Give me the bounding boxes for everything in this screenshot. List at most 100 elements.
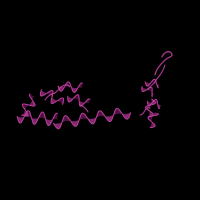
Polygon shape [54, 100, 56, 103]
Polygon shape [49, 91, 51, 94]
Polygon shape [23, 114, 27, 116]
Polygon shape [152, 93, 153, 95]
Polygon shape [85, 115, 86, 118]
Polygon shape [68, 82, 69, 86]
Polygon shape [74, 97, 75, 98]
Polygon shape [62, 102, 63, 104]
Polygon shape [150, 114, 153, 115]
Polygon shape [43, 93, 45, 95]
Polygon shape [149, 88, 150, 90]
Polygon shape [152, 100, 154, 101]
Polygon shape [69, 98, 70, 102]
Polygon shape [48, 91, 50, 94]
Polygon shape [74, 88, 75, 92]
Polygon shape [81, 114, 82, 119]
Polygon shape [23, 114, 27, 116]
Polygon shape [41, 90, 42, 92]
Polygon shape [148, 102, 149, 105]
Polygon shape [146, 107, 149, 108]
Polygon shape [116, 109, 117, 114]
Polygon shape [25, 112, 28, 114]
Polygon shape [79, 101, 80, 102]
Polygon shape [60, 98, 63, 102]
Polygon shape [24, 108, 25, 109]
Polygon shape [148, 83, 149, 86]
Polygon shape [30, 104, 32, 106]
Polygon shape [146, 106, 150, 107]
Polygon shape [52, 100, 55, 104]
Polygon shape [56, 124, 57, 128]
Polygon shape [69, 98, 70, 102]
Polygon shape [151, 125, 155, 126]
Polygon shape [110, 116, 111, 121]
Polygon shape [150, 88, 152, 91]
Polygon shape [151, 103, 154, 104]
Polygon shape [80, 102, 81, 106]
Polygon shape [102, 112, 103, 116]
Polygon shape [152, 80, 153, 83]
Polygon shape [78, 97, 79, 99]
Polygon shape [31, 98, 32, 99]
Polygon shape [146, 107, 149, 108]
Polygon shape [159, 105, 160, 109]
Polygon shape [151, 103, 155, 104]
Polygon shape [80, 102, 82, 106]
Polygon shape [155, 113, 158, 114]
Polygon shape [54, 124, 55, 126]
Polygon shape [151, 90, 152, 91]
Polygon shape [152, 124, 155, 125]
Polygon shape [142, 87, 143, 89]
Polygon shape [148, 118, 152, 119]
Polygon shape [70, 98, 71, 102]
Polygon shape [41, 112, 42, 117]
Polygon shape [151, 89, 152, 91]
Polygon shape [48, 120, 49, 126]
Polygon shape [30, 104, 34, 106]
Polygon shape [146, 83, 147, 85]
Polygon shape [26, 112, 27, 116]
Polygon shape [52, 100, 55, 104]
Polygon shape [146, 108, 149, 109]
Polygon shape [89, 119, 90, 122]
Polygon shape [158, 105, 159, 107]
Polygon shape [82, 102, 83, 106]
Polygon shape [157, 84, 158, 86]
Polygon shape [151, 126, 154, 127]
Polygon shape [76, 95, 78, 99]
Polygon shape [48, 91, 51, 94]
Polygon shape [25, 112, 28, 114]
Polygon shape [26, 112, 27, 116]
Polygon shape [151, 89, 152, 91]
Polygon shape [127, 114, 128, 119]
Polygon shape [151, 126, 153, 127]
Polygon shape [40, 92, 43, 95]
Polygon shape [18, 117, 19, 121]
Polygon shape [20, 118, 21, 123]
Polygon shape [73, 88, 74, 92]
Polygon shape [107, 116, 108, 120]
Polygon shape [156, 100, 157, 103]
Polygon shape [155, 113, 158, 114]
Polygon shape [151, 88, 152, 91]
Polygon shape [80, 102, 81, 105]
Polygon shape [151, 90, 152, 92]
Polygon shape [151, 125, 155, 126]
Polygon shape [152, 102, 155, 103]
Polygon shape [49, 90, 52, 94]
Polygon shape [58, 124, 59, 129]
Polygon shape [47, 92, 49, 93]
Polygon shape [155, 113, 158, 114]
Polygon shape [152, 93, 153, 95]
Polygon shape [24, 113, 28, 115]
Polygon shape [148, 118, 152, 119]
Polygon shape [150, 103, 151, 106]
Polygon shape [36, 119, 37, 122]
Polygon shape [82, 102, 83, 106]
Polygon shape [30, 97, 32, 99]
Polygon shape [154, 114, 157, 115]
Polygon shape [151, 125, 155, 126]
Polygon shape [159, 105, 160, 108]
Polygon shape [152, 93, 153, 95]
Polygon shape [151, 126, 154, 127]
Polygon shape [78, 98, 79, 100]
